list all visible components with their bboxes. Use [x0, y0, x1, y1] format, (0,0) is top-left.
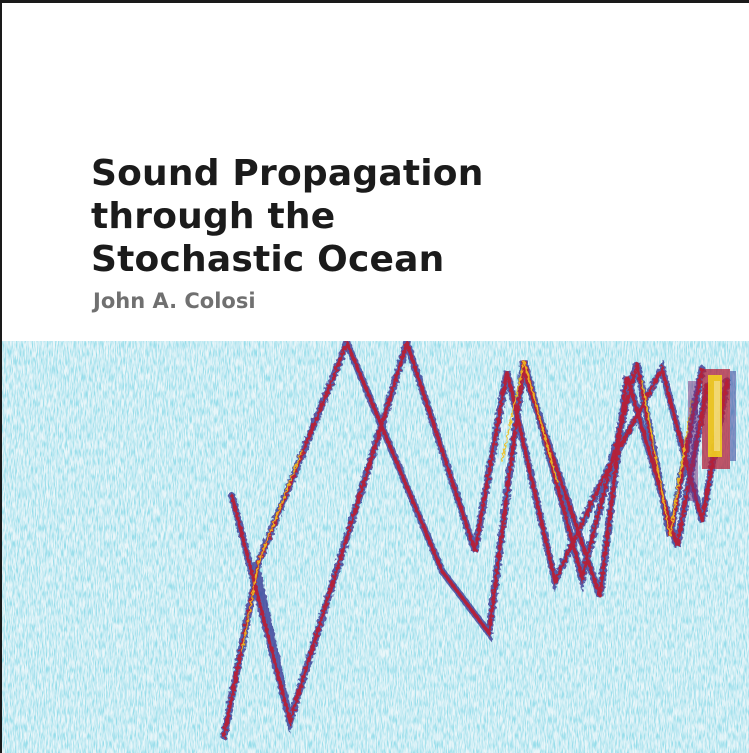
ray-core-2 — [230, 341, 729, 728]
top-frame-line — [0, 0, 749, 3]
acoustic-ray-image — [2, 341, 749, 753]
book-title: Sound Propagation through the Stochastic… — [91, 152, 711, 281]
ray-core-3 — [520, 364, 709, 597]
title-line-3: Stochastic Ocean — [91, 239, 445, 280]
ray-highlight-2 — [501, 360, 558, 482]
author-name: John A. Colosi — [93, 289, 256, 313]
ray-highlight-1 — [241, 450, 303, 652]
ray-traces — [220, 341, 731, 740]
title-line-1: Sound Propagation — [91, 153, 484, 194]
title-line-2: through the — [91, 196, 336, 237]
left-frame-line — [0, 0, 2, 753]
ray-highlight-3 — [641, 380, 693, 537]
ray-core-1 — [222, 341, 704, 738]
hot-cluster — [688, 369, 736, 501]
